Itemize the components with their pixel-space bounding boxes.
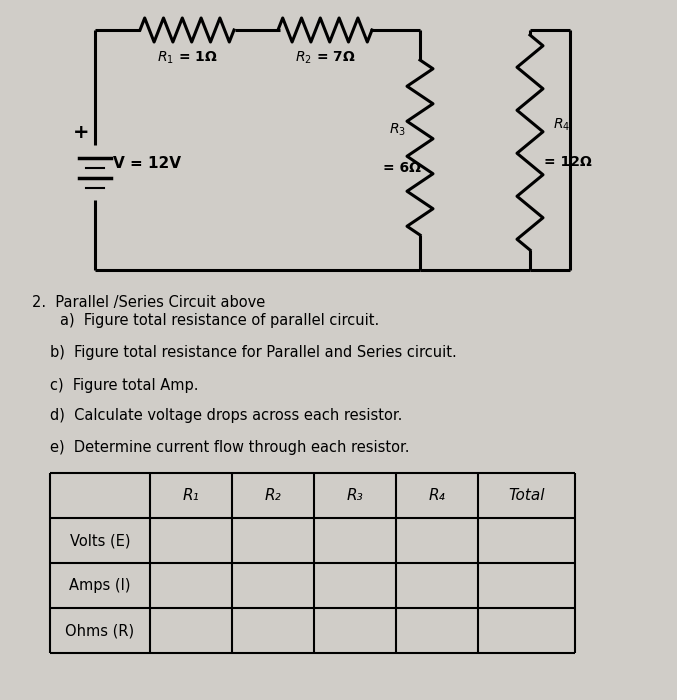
Text: R₂: R₂ [265, 488, 282, 503]
Text: a)  Figure total resistance of parallel circuit.: a) Figure total resistance of parallel c… [60, 313, 379, 328]
Text: = 12Ω: = 12Ω [544, 155, 592, 169]
Text: b)  Figure total resistance for Parallel and Series circuit.: b) Figure total resistance for Parallel … [50, 345, 457, 360]
Text: Volts (E): Volts (E) [70, 533, 130, 548]
Text: R₄: R₄ [429, 488, 445, 503]
Text: R₃: R₃ [347, 488, 364, 503]
Text: $R_2$ = 7Ω: $R_2$ = 7Ω [294, 50, 355, 66]
Text: e)  Determine current flow through each resistor.: e) Determine current flow through each r… [50, 440, 410, 455]
Text: $R_4$: $R_4$ [553, 116, 571, 133]
Text: $R_1$ = 1Ω: $R_1$ = 1Ω [157, 50, 217, 66]
Text: Amps (I): Amps (I) [69, 578, 131, 593]
Text: V = 12V: V = 12V [113, 155, 181, 171]
Text: +: + [72, 123, 89, 143]
Text: = 6Ω: = 6Ω [383, 160, 421, 174]
Text: d)  Calculate voltage drops across each resistor.: d) Calculate voltage drops across each r… [50, 408, 402, 423]
Text: 2.  Parallel /Series Circuit above: 2. Parallel /Series Circuit above [32, 295, 265, 310]
Text: Ohms (R): Ohms (R) [66, 623, 135, 638]
Text: c)  Figure total Amp.: c) Figure total Amp. [50, 378, 198, 393]
Text: R₁: R₁ [183, 488, 199, 503]
Text: Total: Total [508, 488, 545, 503]
Text: $R_3$: $R_3$ [389, 121, 406, 138]
